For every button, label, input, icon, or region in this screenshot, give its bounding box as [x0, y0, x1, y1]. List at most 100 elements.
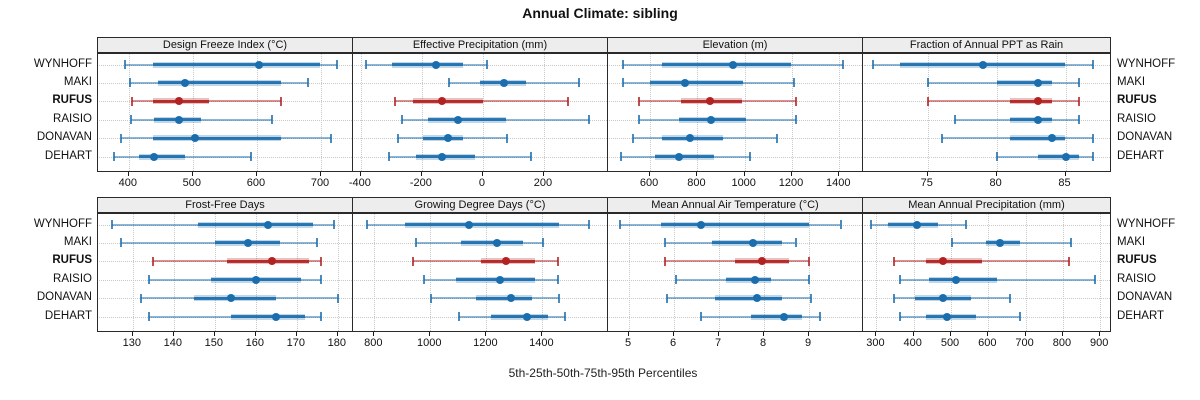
panel-strip-fraction-of-annual-ppt-as-rain: Fraction of Annual PPT as Rain	[862, 37, 1111, 53]
axis-tick	[191, 172, 193, 176]
interquartile-core-25-75	[660, 223, 809, 226]
median-dot	[705, 97, 714, 106]
whisker-cap	[794, 115, 797, 125]
median-dot	[1061, 152, 1070, 161]
axis-tick	[950, 332, 951, 336]
panel-title-growing-degree-days-c: Growing Degree Days (°C)	[414, 199, 546, 211]
axis-tick-label: 85	[1058, 177, 1071, 189]
panel-plot-mean-annual-air-temperature-c	[607, 213, 863, 332]
vertical-gridline	[421, 54, 423, 171]
site-label-right-dehart: DEHART	[1117, 309, 1165, 322]
axis-tick	[541, 332, 543, 336]
panel-plot-elevation-m	[607, 53, 863, 172]
interquartile-core-25-75	[996, 81, 1052, 85]
median-dot	[938, 257, 947, 266]
median-dot	[495, 275, 504, 284]
site-label-left-dehart: DEHART	[44, 149, 92, 162]
vertical-gridline	[214, 214, 216, 331]
interquartile-core-25-75	[491, 315, 548, 318]
whisker-cap	[899, 312, 902, 321]
axis-tick-label: 180	[327, 337, 346, 349]
median-dot	[680, 78, 689, 87]
interquartile-core-25-75	[231, 315, 305, 318]
vertical-gridline	[337, 214, 339, 331]
whisker-cap	[447, 78, 450, 88]
chart-title: Annual Climate: sibling	[522, 5, 678, 21]
whisker-cap	[964, 220, 967, 229]
whisker-cap	[130, 115, 133, 125]
whisker-cap	[120, 133, 123, 143]
panel-title-effective-precipitation-mm: Effective Precipitation (mm)	[412, 39, 548, 51]
whisker-cap	[795, 96, 798, 106]
interquartile-core-25-75	[475, 296, 532, 300]
whisker-cap	[841, 60, 844, 69]
interquartile-core-25-75	[428, 118, 506, 122]
median-dot	[150, 152, 159, 161]
whisker-cap	[279, 96, 282, 106]
axis-tick-label: 600	[978, 337, 997, 349]
axis-tick-label: 150	[204, 337, 223, 349]
axis-tick	[696, 172, 698, 176]
axis-tick	[875, 332, 877, 336]
median-dot	[443, 134, 452, 143]
axis-tick-label: 8	[760, 337, 767, 349]
interquartile-core-25-75	[1010, 99, 1052, 103]
whisker-cap	[819, 312, 822, 321]
whisker-cap	[330, 133, 333, 143]
vertical-gridline	[173, 214, 175, 331]
axis-tick	[791, 172, 792, 176]
panel-plot-effective-precipitation-mm	[352, 53, 608, 172]
vertical-gridline	[697, 54, 699, 171]
whisker-cap	[1092, 133, 1095, 143]
whisker-cap	[637, 115, 640, 125]
whisker-cap	[422, 275, 425, 285]
panel-strip-growing-degree-days-c: Growing Degree Days (°C)	[352, 197, 608, 213]
median-dot	[174, 97, 183, 106]
whisker-cap	[810, 293, 813, 303]
interquartile-core-25-75	[461, 241, 523, 245]
whisker-cap	[954, 115, 957, 125]
whisker-cap	[366, 220, 369, 229]
axis-tick	[987, 332, 989, 336]
median-dot	[996, 238, 1005, 247]
median-dot	[938, 294, 947, 303]
median-dot	[913, 220, 922, 229]
whisker-cap	[396, 133, 399, 143]
site-label-left-maki: MAKI	[63, 235, 92, 248]
median-dot	[1034, 78, 1042, 87]
vertical-gridline	[192, 54, 194, 171]
vertical-gridline	[321, 54, 322, 171]
interquartile-core-25-75	[929, 278, 997, 282]
median-dot	[438, 97, 447, 106]
site-label-right-raisio: RAISIO	[1117, 112, 1156, 125]
whisker-cap	[792, 78, 795, 88]
whisker-cap	[556, 256, 559, 266]
interquartile-core-25-75	[456, 278, 535, 282]
panel-title-mean-annual-air-temperature-c: Mean Annual Air Temperature (°C)	[651, 199, 819, 211]
vertical-gridline	[482, 54, 484, 171]
vertical-gridline	[1100, 214, 1102, 331]
interquartile-core-25-75	[925, 315, 977, 318]
median-dot	[500, 78, 508, 87]
site-label-left-dehart: DEHART	[44, 309, 92, 322]
axis-tick-label: 1400	[826, 177, 851, 189]
site-label-left-rufus: RUFUS	[52, 254, 92, 267]
whisker-cap	[320, 312, 323, 321]
vertical-gridline	[1025, 214, 1027, 331]
axis-tick	[743, 172, 745, 176]
median-dot	[175, 115, 184, 124]
axis-tick-label: 6	[670, 337, 677, 349]
median-dot	[264, 220, 273, 229]
axis-tick-label: 0	[478, 177, 485, 189]
panel-title-mean-annual-precipitation-mm: Mean Annual Precipitation (mm)	[908, 199, 1065, 211]
whisker-cap	[893, 293, 896, 303]
panel-plot-frost-free-days	[97, 213, 353, 332]
median-dot	[748, 238, 757, 247]
whisker-cap	[415, 238, 418, 248]
axis-tick-label: 9	[804, 337, 812, 349]
whisker-cap	[140, 293, 142, 303]
axis-tick-label: 140	[163, 337, 182, 349]
whisker-cap	[113, 152, 115, 161]
axis-tick	[481, 172, 483, 176]
